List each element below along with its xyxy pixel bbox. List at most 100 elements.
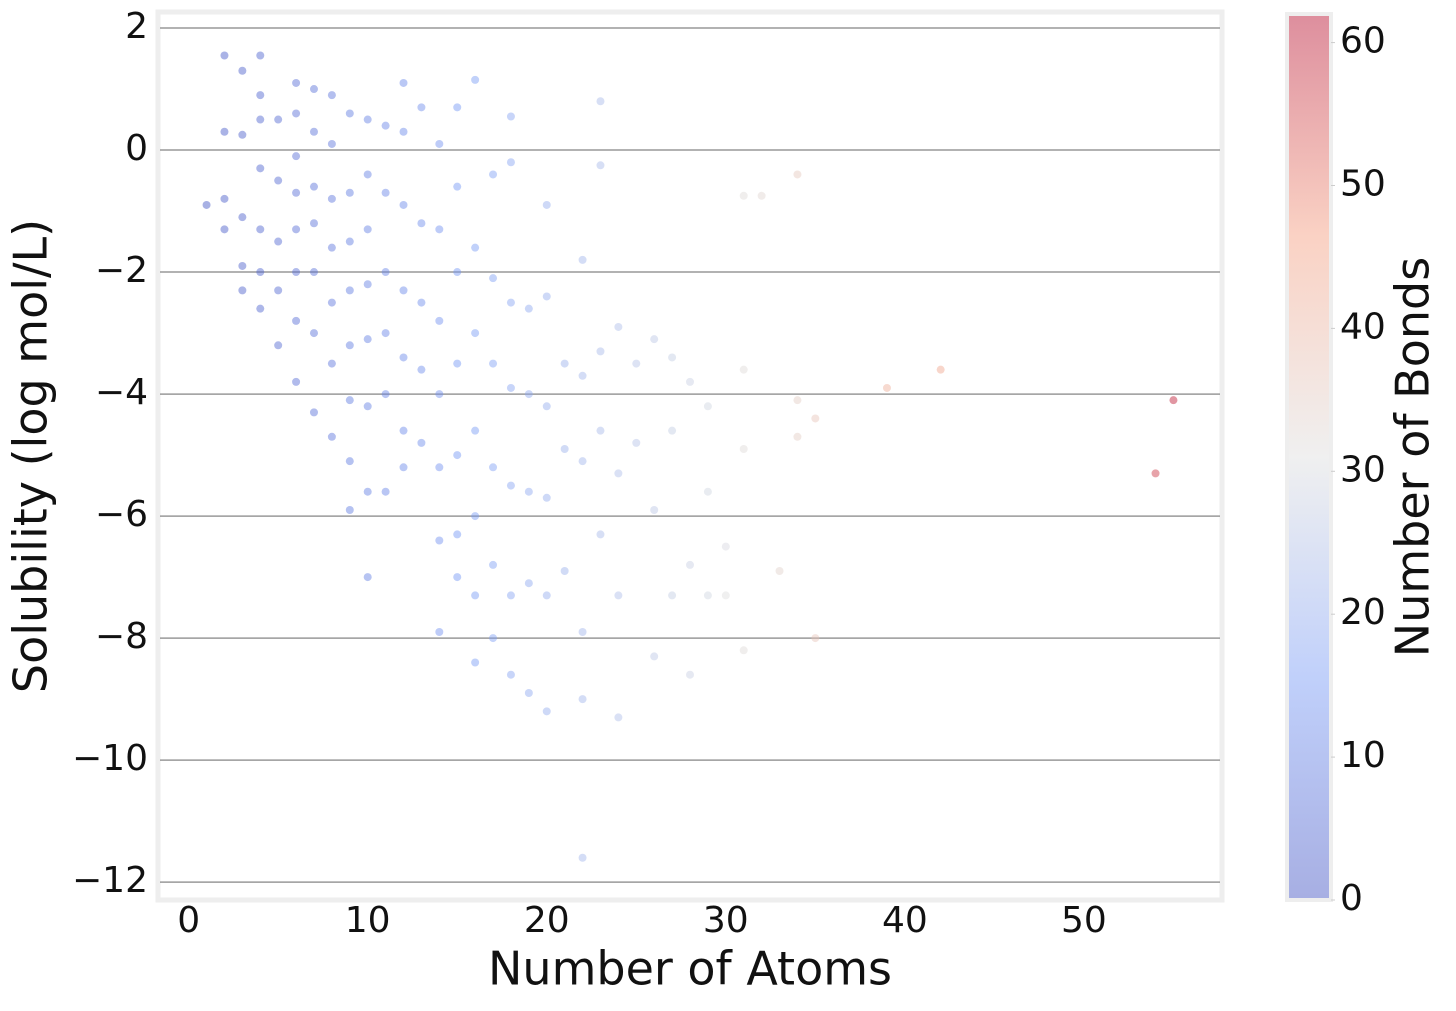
point	[345, 457, 354, 466]
point	[614, 469, 623, 478]
point	[399, 127, 408, 136]
point	[686, 670, 694, 679]
point	[363, 487, 372, 496]
point	[1169, 396, 1178, 405]
colorbar-tick-label: 30	[1340, 449, 1386, 490]
point	[238, 130, 247, 139]
point	[381, 121, 390, 130]
point	[596, 426, 605, 435]
point	[309, 85, 318, 94]
point	[435, 225, 444, 234]
point	[399, 353, 408, 362]
point	[292, 152, 301, 161]
point	[650, 652, 659, 661]
point	[542, 402, 551, 411]
point	[668, 426, 677, 435]
y-tick-label: −12	[72, 860, 148, 901]
point	[345, 188, 354, 197]
point	[524, 689, 533, 698]
point	[614, 713, 623, 722]
point	[256, 115, 265, 124]
point	[632, 359, 641, 368]
point	[506, 298, 515, 307]
point	[506, 383, 515, 392]
point	[435, 390, 444, 399]
point	[489, 274, 498, 283]
point	[417, 219, 426, 228]
point	[650, 335, 659, 344]
point	[721, 542, 730, 551]
plot-frame	[155, 9, 1225, 903]
y-tick-label: −2	[95, 250, 148, 291]
point	[703, 591, 712, 600]
point	[542, 200, 551, 209]
y-axis-label: Solubility (log mol/L)	[4, 219, 58, 693]
point	[220, 225, 229, 234]
point	[274, 237, 283, 246]
point	[381, 268, 390, 277]
point	[739, 191, 748, 200]
point	[399, 200, 408, 209]
point	[596, 97, 605, 106]
point	[345, 505, 354, 514]
point	[489, 634, 498, 643]
point	[721, 591, 730, 600]
point	[256, 91, 265, 100]
point	[471, 426, 480, 435]
point	[578, 853, 587, 862]
point	[453, 268, 462, 277]
point	[542, 591, 551, 600]
point	[1151, 469, 1160, 478]
point	[793, 432, 802, 441]
point	[739, 646, 748, 655]
point	[238, 213, 247, 222]
point	[238, 261, 247, 270]
point	[524, 487, 533, 496]
y-tick-label: −6	[95, 494, 148, 535]
point	[578, 371, 587, 380]
point	[506, 481, 515, 490]
point	[506, 112, 515, 121]
point	[686, 377, 694, 386]
point	[453, 451, 462, 460]
point	[936, 365, 945, 374]
point	[256, 304, 265, 313]
point	[292, 188, 301, 197]
point	[596, 161, 605, 170]
point	[292, 78, 301, 87]
point	[489, 463, 498, 472]
point	[274, 341, 283, 350]
point	[471, 75, 480, 84]
x-tick-label: 50	[1061, 900, 1107, 941]
x-tick-label: 40	[882, 900, 928, 941]
point	[399, 78, 408, 87]
point	[292, 268, 301, 277]
point	[327, 359, 336, 368]
colorbar-label: Number of Bonds	[1386, 257, 1440, 657]
point	[327, 194, 336, 203]
point	[650, 505, 659, 514]
point	[811, 414, 820, 423]
point	[345, 109, 354, 118]
point	[542, 292, 551, 301]
point	[471, 243, 480, 252]
point	[309, 182, 318, 191]
point	[739, 365, 748, 374]
point	[309, 219, 318, 228]
point	[363, 170, 372, 179]
point	[793, 396, 802, 405]
point	[381, 188, 390, 197]
point	[274, 115, 283, 124]
point	[327, 139, 336, 148]
point	[345, 396, 354, 405]
point	[435, 139, 444, 148]
x-tick-label: 10	[345, 900, 391, 941]
point	[453, 182, 462, 191]
colorbar-tick-label: 20	[1340, 592, 1386, 633]
point	[381, 390, 390, 399]
point	[489, 170, 498, 179]
point	[435, 463, 444, 472]
point	[542, 707, 551, 716]
point	[363, 280, 372, 289]
point	[381, 329, 390, 338]
